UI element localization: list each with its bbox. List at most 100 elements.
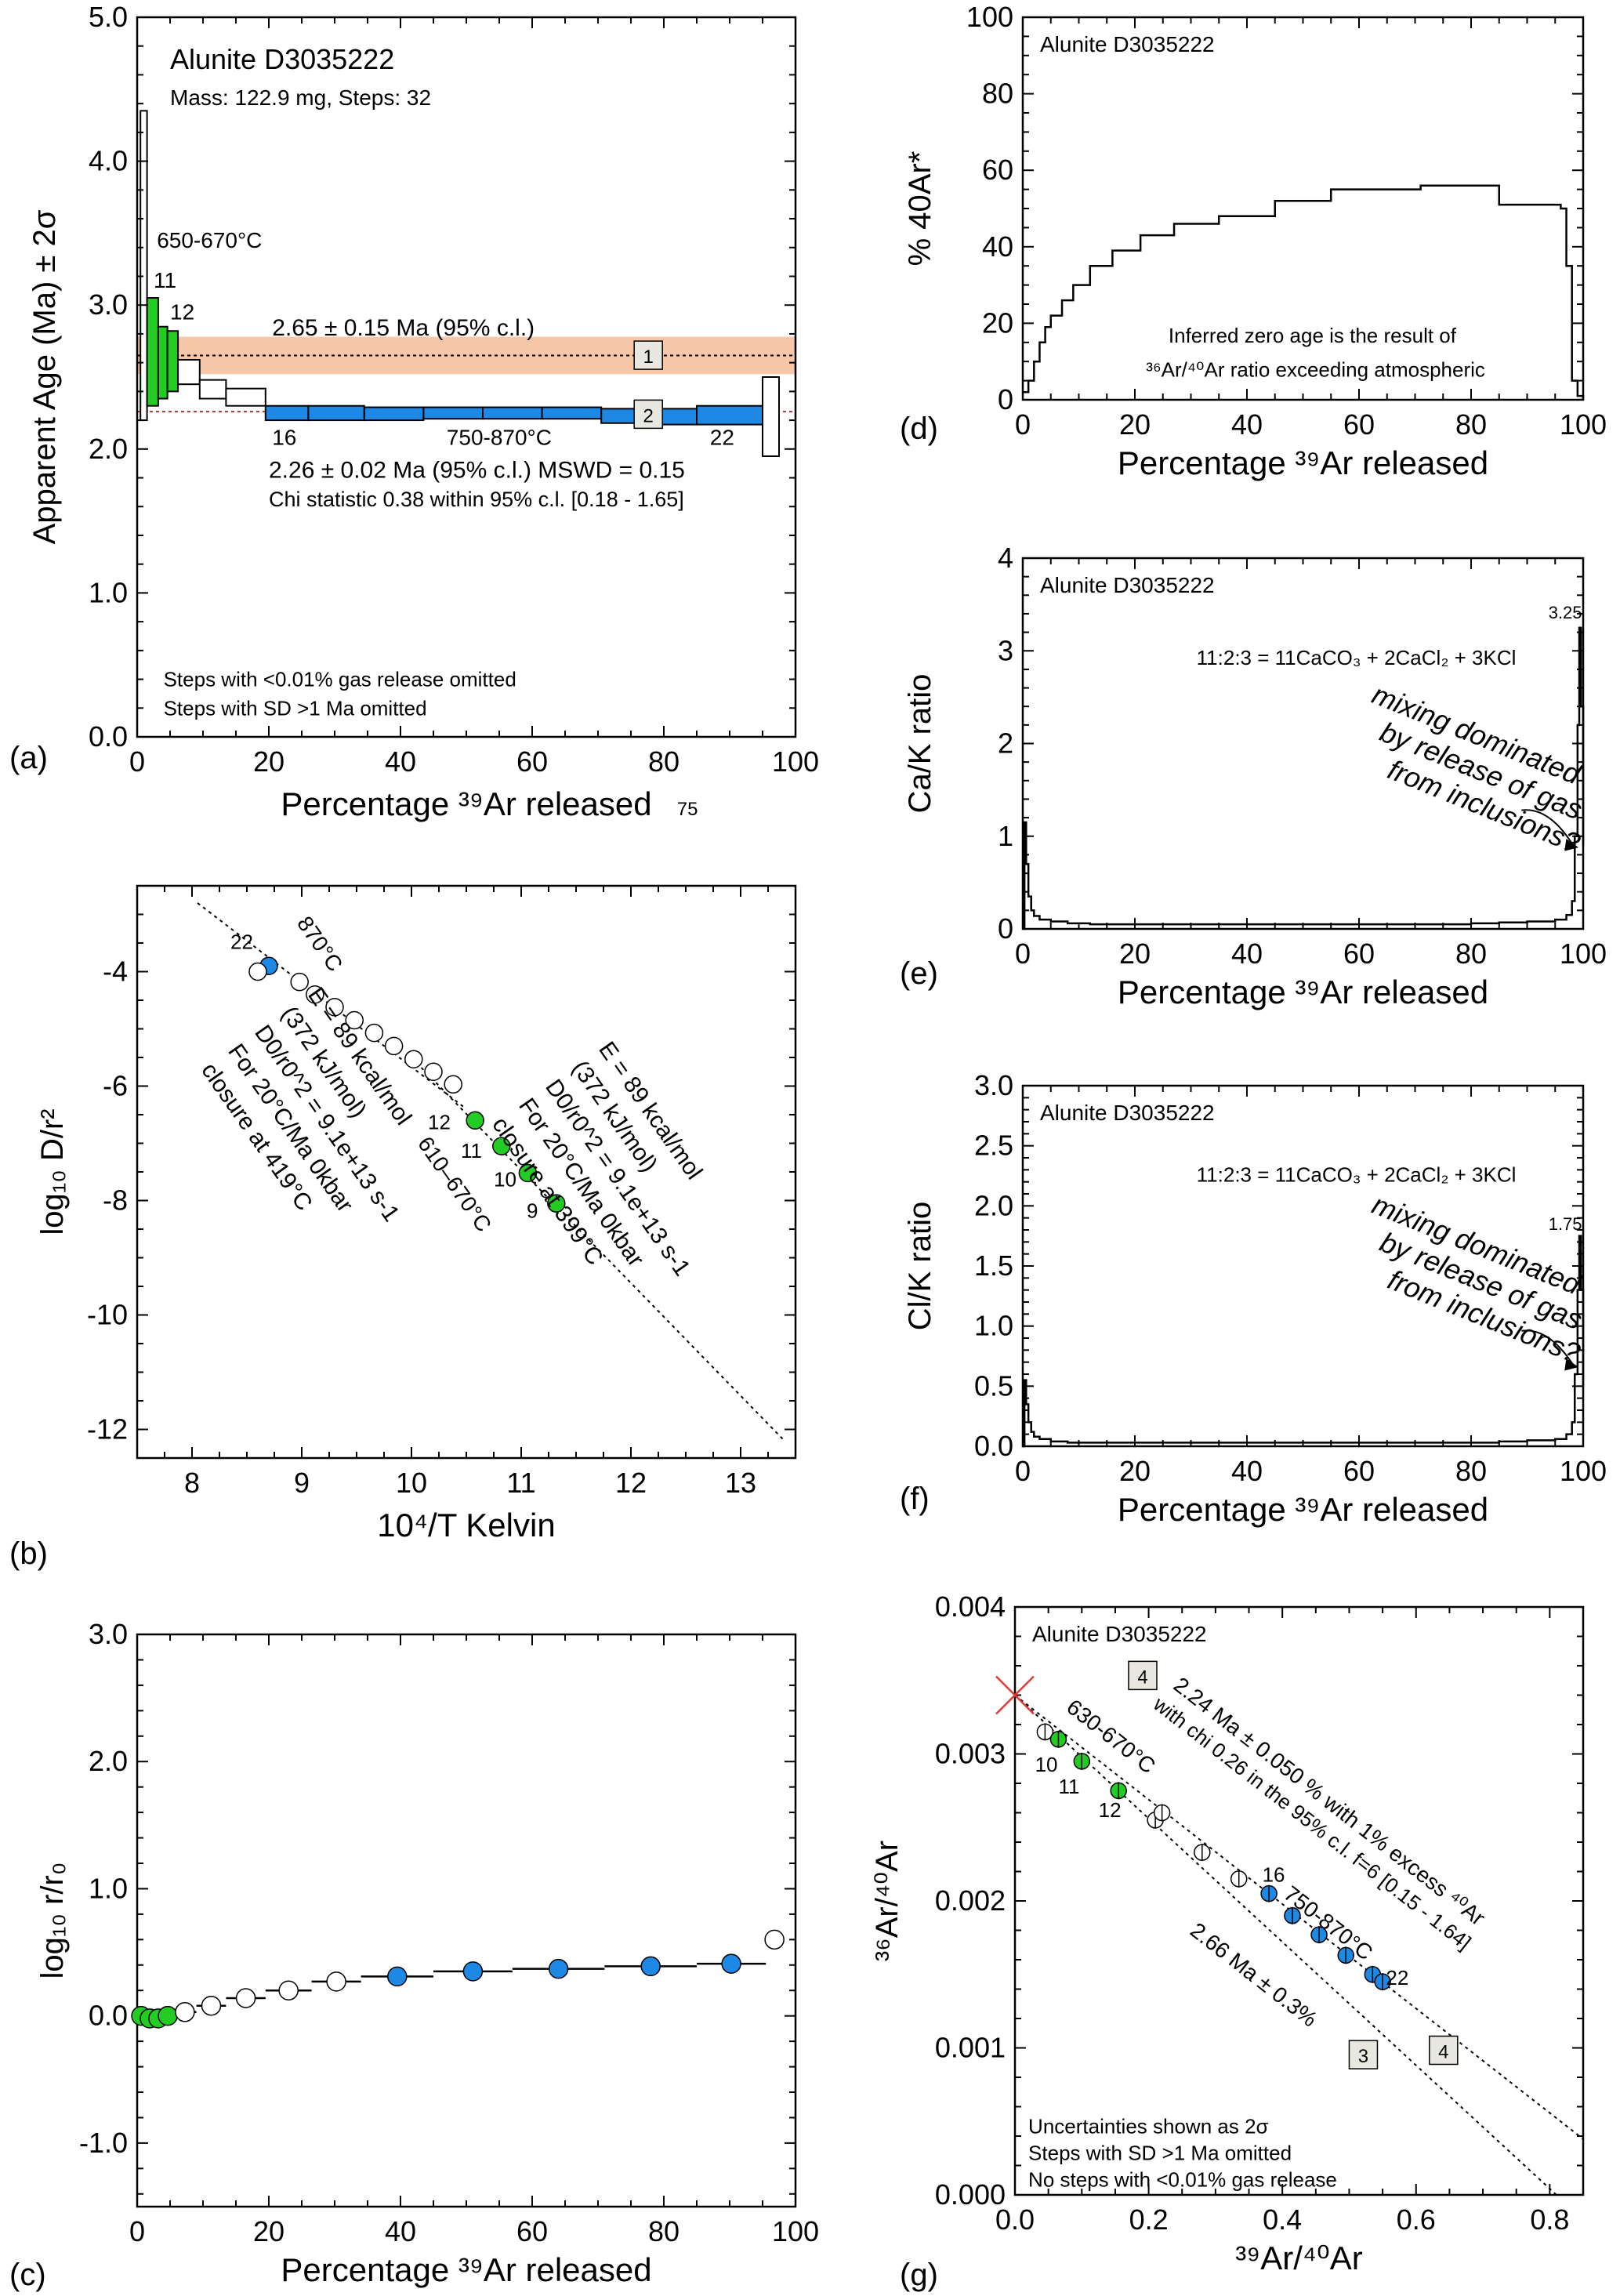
x-tick-label: 0.8 — [1530, 2204, 1569, 2236]
y-tick-label: 0.003 — [935, 1738, 1006, 1770]
x-axis-label: 10⁴/T Kelvin — [377, 1507, 555, 1543]
y-tick-label: 0.0 — [974, 1430, 1013, 1462]
y-tick-label: 5.0 — [89, 1, 128, 33]
axes-f: 0 20 40 60 80 100 0.0 0.5 1.0 1.5 2.0 2.5 3.0 — [974, 1069, 1607, 1487]
annotation: Chi statistic 0.38 within 95% c.l. [0.18… — [269, 488, 684, 511]
data-point — [444, 1075, 462, 1094]
y-tick-label: 1.0 — [974, 1310, 1013, 1342]
data-point — [764, 1929, 785, 1950]
box-marker-label: 4 — [1438, 2042, 1448, 2063]
x-tick-label: 60 — [516, 745, 548, 778]
x-tick-label: 100 — [772, 2215, 819, 2247]
x-tick-label: 0 — [1015, 408, 1031, 441]
chart-c: 0 20 40 60 80 100 -1.0 0.0 1.0 2.0 3.0 log₁₀ r/r₀ Pe… — [35, 1618, 819, 2288]
panel-label: (g) — [900, 2258, 938, 2292]
y-tick-label: 20 — [982, 306, 1013, 339]
age-step — [225, 387, 266, 407]
x-tick-label: 13 — [725, 1467, 756, 1499]
y-tick-label: -10 — [87, 1299, 128, 1331]
annotation: 22 — [230, 930, 253, 953]
annotation: 22 — [710, 425, 734, 449]
x-tick-label: 8 — [184, 1467, 200, 1499]
data-point — [158, 2005, 178, 2026]
annotation: 650-670°C — [157, 228, 262, 252]
y-tick-label: 2.5 — [974, 1130, 1013, 1162]
y-axis-label: log₁₀ r/r₀ — [35, 1863, 70, 1979]
x-tick-label: 80 — [1455, 1455, 1487, 1487]
panel-label: (b) — [9, 1536, 48, 1571]
y-axis-label: Cl/K ratio — [903, 1202, 937, 1331]
annotation: Uncertainties shown as 2σ — [1028, 2114, 1269, 2138]
x-axis-label: Percentage ³⁹Ar released — [281, 2251, 651, 2288]
x-axis-label: Percentage ³⁹Ar released — [1118, 444, 1488, 481]
data-point — [466, 1111, 484, 1130]
annotation: 870°C — [292, 912, 347, 976]
data-point — [235, 1988, 256, 2008]
y-tick-label: 0.002 — [935, 1884, 1006, 1917]
box-marker-label: 3 — [1358, 2046, 1368, 2067]
panel-label: (f) — [900, 1482, 930, 1516]
axes-e: 0 20 40 60 80 100 0 1 2 3 4 — [998, 542, 1607, 970]
x-tick-label: 80 — [648, 745, 680, 778]
age-step — [363, 406, 425, 422]
age-step — [307, 404, 365, 422]
y-tick-label: 1.0 — [89, 1872, 128, 1904]
box-marker — [633, 340, 663, 370]
x-tick-label: 0 — [129, 2215, 145, 2247]
isochron-line — [1014, 1694, 1557, 2196]
annotation: 12 — [428, 1110, 451, 1133]
chart-e: 0 20 40 60 80 100 0 1 2 3 4 Alunite D3035222 Ca/K ra… — [903, 542, 1607, 1010]
x-tick-label: 80 — [1455, 938, 1487, 970]
chart-title: Alunite D3035222 — [1032, 1622, 1207, 1646]
formula: 11:2:3 = 11CaCO₃ + 2CaCl₂ + 3KCl — [1197, 646, 1517, 669]
arrow-line — [1521, 1329, 1575, 1368]
annotation: 9 — [527, 1199, 538, 1222]
y-tick-label: 40 — [982, 230, 1013, 263]
chart-f: 0 20 40 60 80 100 0.0 0.5 1.0 1.5 2.0 2.5 3.0 Alunite… — [903, 1069, 1607, 1528]
annotation: 16 — [1263, 1863, 1285, 1887]
y-tick-label: 4 — [998, 542, 1013, 574]
y-tick-label: 60 — [982, 154, 1013, 186]
box-marker-label: 2 — [643, 405, 654, 426]
annotation: 750-870°C — [447, 425, 552, 449]
arrow-line — [1521, 809, 1575, 848]
annotation: 2.26 ± 0.02 Ma (95% c.l.) MSWD = 0.15 — [269, 458, 685, 484]
y-tick-label: 2 — [998, 727, 1013, 760]
data-point — [175, 2002, 195, 2022]
annotation: 2.66 Ma ± 0.3% — [1186, 1918, 1321, 2032]
age-step — [157, 325, 169, 400]
panel-label: (e) — [900, 956, 938, 991]
box-marker — [633, 399, 663, 430]
x-tick-label: 60 — [516, 2215, 548, 2247]
stray-label: 75 — [677, 799, 698, 820]
arrow-head — [1564, 839, 1579, 851]
arrow-head — [1564, 1358, 1579, 1371]
annotation: 10 — [494, 1167, 516, 1191]
x-tick-label: 9 — [294, 1467, 310, 1499]
age-step — [140, 110, 148, 422]
data-point — [387, 1966, 408, 1987]
x-tick-label: 11 — [506, 1467, 535, 1499]
x-tick-label: 40 — [385, 745, 416, 778]
x-tick-label: 100 — [1560, 1455, 1607, 1487]
annotation: Steps with SD >1 Ma omitted — [164, 696, 427, 720]
age-step — [422, 406, 484, 420]
y-tick-label: -12 — [87, 1413, 128, 1445]
panel-label: (c) — [9, 2258, 46, 2292]
data-point — [278, 1980, 299, 2000]
data-point — [404, 1050, 423, 1068]
y-tick-label: 0.000 — [935, 2178, 1006, 2211]
age-step — [541, 406, 603, 420]
x-tick-label: 20 — [253, 745, 284, 778]
x-tick-label: 100 — [1560, 938, 1607, 970]
chart-title: Alunite D3035222 — [170, 43, 394, 75]
y-tick-label: 1.0 — [89, 576, 128, 608]
data-series — [1023, 1235, 1585, 1448]
x-tick-label: 80 — [1455, 408, 1487, 441]
annotation: 11 — [154, 268, 176, 292]
y-tick-label: 2.0 — [89, 1745, 128, 1777]
y-tick-label: 1 — [998, 820, 1013, 852]
chart-subtitle: Mass: 122.9 mg, Steps: 32 — [170, 85, 431, 110]
annotation: ³⁶Ar/⁴⁰Ar ratio exceeding atmospheric — [1146, 358, 1485, 382]
